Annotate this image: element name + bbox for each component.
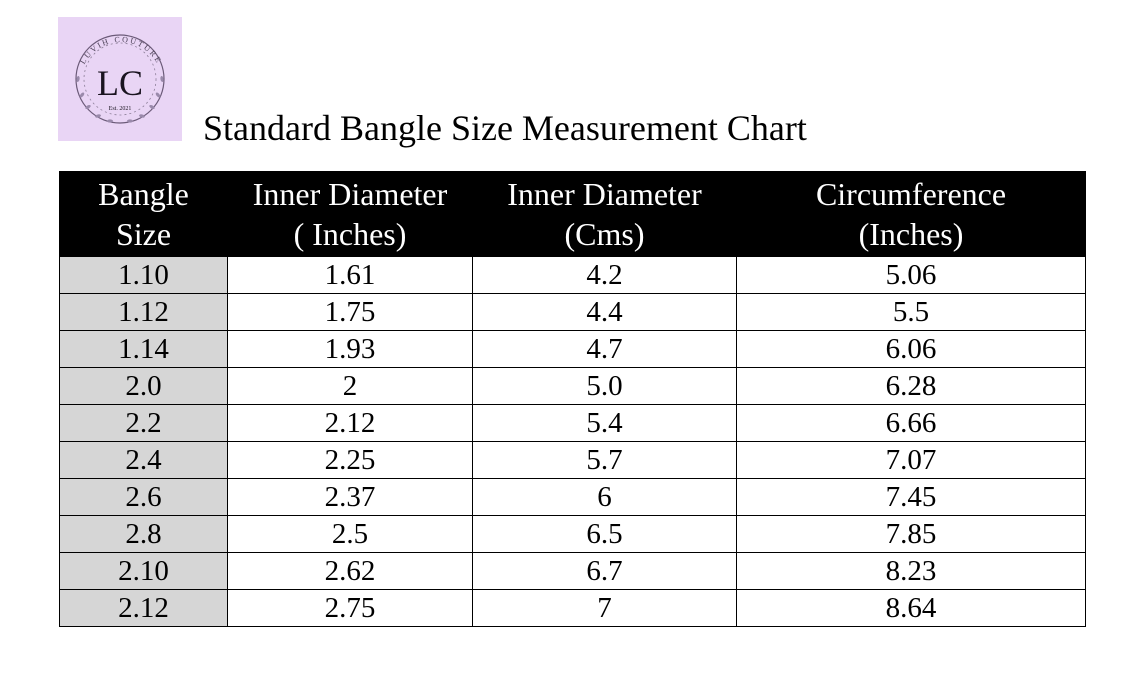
cell-inner-diameter-inches: 2.12 — [227, 404, 473, 442]
cell-inner-diameter-cms: 4.7 — [472, 330, 737, 368]
bangle-size-table: Bangle Size Inner Diameter ( Inches) Inn… — [59, 171, 1086, 627]
cell-bangle-size: 1.10 — [59, 256, 228, 294]
brand-logo: LUVIH COUTURE LC Est. 2021 — [58, 17, 182, 141]
table-row: 2.0 2 5.0 6.28 — [59, 367, 1086, 405]
table-row: 2.8 2.5 6.5 7.85 — [59, 515, 1086, 553]
cell-inner-diameter-cms: 7 — [472, 589, 737, 627]
cell-inner-diameter-cms: 5.0 — [472, 367, 737, 405]
cell-inner-diameter-cms: 5.4 — [472, 404, 737, 442]
header-circumference-inches: Circumference (Inches) — [736, 171, 1086, 257]
cell-bangle-size: 1.14 — [59, 330, 228, 368]
cell-inner-diameter-inches: 1.61 — [227, 256, 473, 294]
table-row: 2.4 2.25 5.7 7.07 — [59, 441, 1086, 479]
cell-bangle-size: 2.2 — [59, 404, 228, 442]
cell-circumference-inches: 8.23 — [736, 552, 1086, 590]
cell-inner-diameter-inches: 1.75 — [227, 293, 473, 331]
table-row: 2.12 2.75 7 8.64 — [59, 589, 1086, 627]
cell-inner-diameter-cms: 6 — [472, 478, 737, 516]
cell-bangle-size: 2.8 — [59, 515, 228, 553]
cell-circumference-inches: 6.06 — [736, 330, 1086, 368]
cell-inner-diameter-inches: 2.25 — [227, 441, 473, 479]
cell-bangle-size: 1.12 — [59, 293, 228, 331]
cell-bangle-size: 2.4 — [59, 441, 228, 479]
cell-bangle-size: 2.6 — [59, 478, 228, 516]
wreath-logo-icon: LUVIH COUTURE LC Est. 2021 — [58, 17, 182, 141]
cell-inner-diameter-inches: 1.93 — [227, 330, 473, 368]
logo-est: Est. 2021 — [109, 106, 132, 112]
cell-bangle-size: 2.0 — [59, 367, 228, 405]
cell-bangle-size: 2.12 — [59, 589, 228, 627]
cell-inner-diameter-cms: 6.5 — [472, 515, 737, 553]
cell-circumference-inches: 6.66 — [736, 404, 1086, 442]
table-row: 2.6 2.37 6 7.45 — [59, 478, 1086, 516]
table-row: 1.10 1.61 4.2 5.06 — [59, 256, 1086, 294]
cell-inner-diameter-inches: 2 — [227, 367, 473, 405]
cell-inner-diameter-inches: 2.5 — [227, 515, 473, 553]
cell-inner-diameter-cms: 5.7 — [472, 441, 737, 479]
page-title: Standard Bangle Size Measurement Chart — [203, 108, 807, 148]
cell-circumference-inches: 7.07 — [736, 441, 1086, 479]
cell-inner-diameter-inches: 2.37 — [227, 478, 473, 516]
cell-inner-diameter-inches: 2.75 — [227, 589, 473, 627]
table-row: 1.14 1.93 4.7 6.06 — [59, 330, 1086, 368]
cell-inner-diameter-cms: 4.4 — [472, 293, 737, 331]
table-row: 1.12 1.75 4.4 5.5 — [59, 293, 1086, 331]
cell-circumference-inches: 6.28 — [736, 367, 1086, 405]
header-inner-diameter-cms: Inner Diameter (Cms) — [472, 171, 737, 257]
cell-circumference-inches: 7.85 — [736, 515, 1086, 553]
cell-circumference-inches: 5.06 — [736, 256, 1086, 294]
cell-circumference-inches: 7.45 — [736, 478, 1086, 516]
header-inner-diameter-inches: Inner Diameter ( Inches) — [227, 171, 473, 257]
cell-circumference-inches: 8.64 — [736, 589, 1086, 627]
logo-monogram: LC — [97, 63, 143, 103]
cell-bangle-size: 2.10 — [59, 552, 228, 590]
table-row: 2.10 2.62 6.7 8.23 — [59, 552, 1086, 590]
cell-inner-diameter-cms: 6.7 — [472, 552, 737, 590]
header-bangle-size: Bangle Size — [59, 171, 228, 257]
cell-inner-diameter-cms: 4.2 — [472, 256, 737, 294]
table-header-row: Bangle Size Inner Diameter ( Inches) Inn… — [59, 171, 1086, 257]
table-row: 2.2 2.12 5.4 6.66 — [59, 404, 1086, 442]
cell-circumference-inches: 5.5 — [736, 293, 1086, 331]
cell-inner-diameter-inches: 2.62 — [227, 552, 473, 590]
